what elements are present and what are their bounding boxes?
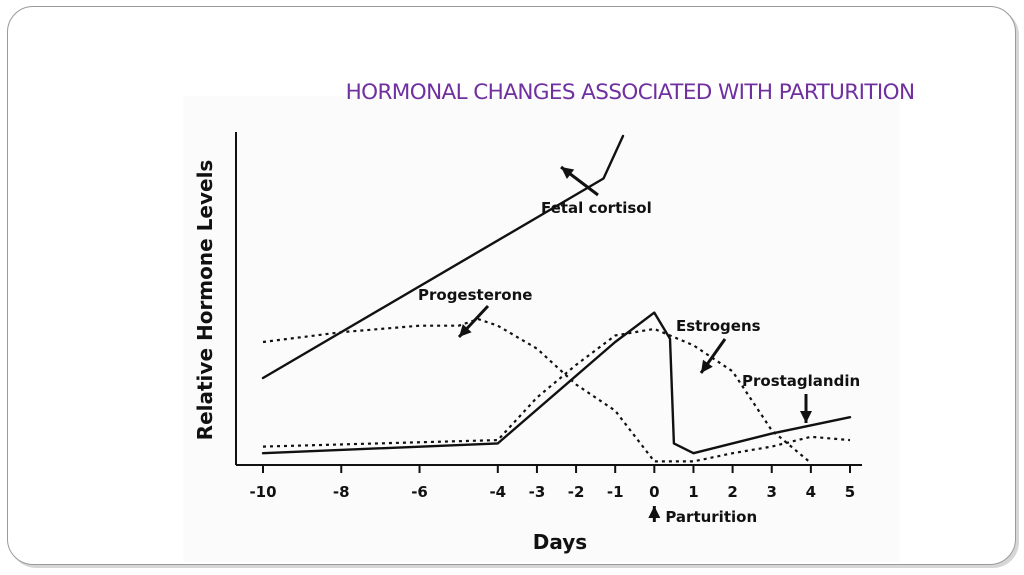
fetal-cortisol-line <box>261 134 625 380</box>
x-tick-label: 0 <box>649 483 659 501</box>
x-tick-label: -6 <box>411 483 428 501</box>
x-tick-label: 4 <box>806 483 816 501</box>
prostaglandin-label: Prostaglandin <box>742 372 860 390</box>
prostaglandin-line <box>261 311 852 455</box>
parturition-arrow-head <box>648 506 661 518</box>
x-axis-title: Days <box>533 530 587 554</box>
progesterone-label: Progesterone <box>418 286 532 304</box>
estrogens-arrow-head <box>701 359 713 373</box>
estrogens-label: Estrogens <box>676 317 761 335</box>
prostaglandin-arrow-head <box>800 411 812 423</box>
x-tick-label: 1 <box>688 483 698 501</box>
parturition-label: Parturition <box>665 508 757 526</box>
x-tick-label: -1 <box>607 483 624 501</box>
x-tick-label: -8 <box>333 483 350 501</box>
fetal-cortisol-arrow-head <box>561 167 575 179</box>
x-tick-label: 2 <box>727 483 737 501</box>
x-tick-label: -3 <box>529 483 546 501</box>
x-tick-label: -10 <box>249 483 276 501</box>
progesterone-arrow-head <box>459 324 472 337</box>
x-tick-label: -4 <box>489 483 506 501</box>
x-tick-label: -2 <box>568 483 585 501</box>
figure-background <box>183 96 899 562</box>
estrogens-line <box>262 327 812 464</box>
x-tick-label: 3 <box>767 483 777 501</box>
slide-title: HORMONAL CHANGES ASSOCIATED WITH PARTURI… <box>345 80 915 105</box>
fetal-cortisol-label: Fetal cortisol <box>541 199 652 217</box>
y-axis-title: Relative Hormone Levels <box>193 160 217 441</box>
x-tick-label: 5 <box>845 483 855 501</box>
progesterone-line <box>262 318 851 463</box>
